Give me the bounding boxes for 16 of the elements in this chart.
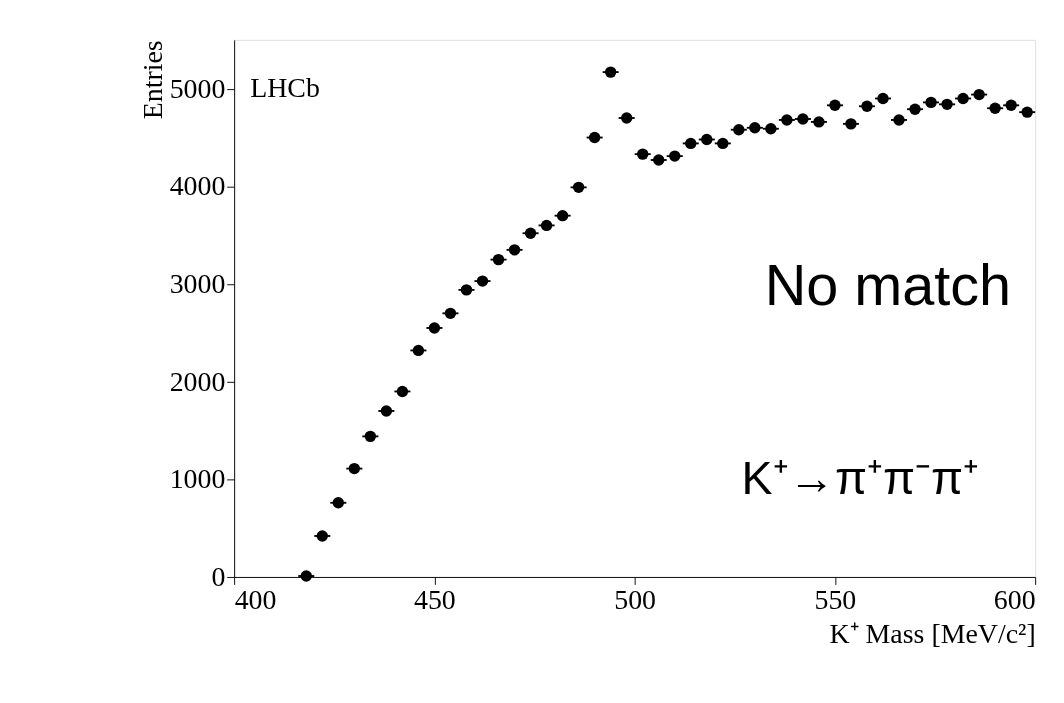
annotation: LHCb (250, 71, 320, 103)
y-tick-label: 3000 (169, 267, 226, 299)
y-tick-label: 0 (211, 560, 226, 592)
x-axis-title: K⁺ Mass [MeV/c²] (829, 617, 1036, 649)
x-tick-label: 500 (614, 584, 657, 616)
x-tick-label: 450 (413, 584, 456, 616)
y-tick-label: 5000 (169, 72, 226, 104)
x-tick-label: 400 (234, 584, 277, 616)
y-tick-label: 2000 (169, 365, 226, 397)
annotation: K⁺→π⁺π⁻π⁺ (741, 452, 980, 505)
x-tick-label: 600 (993, 584, 1036, 616)
annotation: No match (764, 252, 1012, 317)
y-tick-label: 4000 (169, 170, 226, 202)
y-tick-label: 1000 (169, 463, 226, 495)
y-axis-title: Entries (137, 40, 169, 120)
x-tick-label: 550 (814, 584, 857, 616)
